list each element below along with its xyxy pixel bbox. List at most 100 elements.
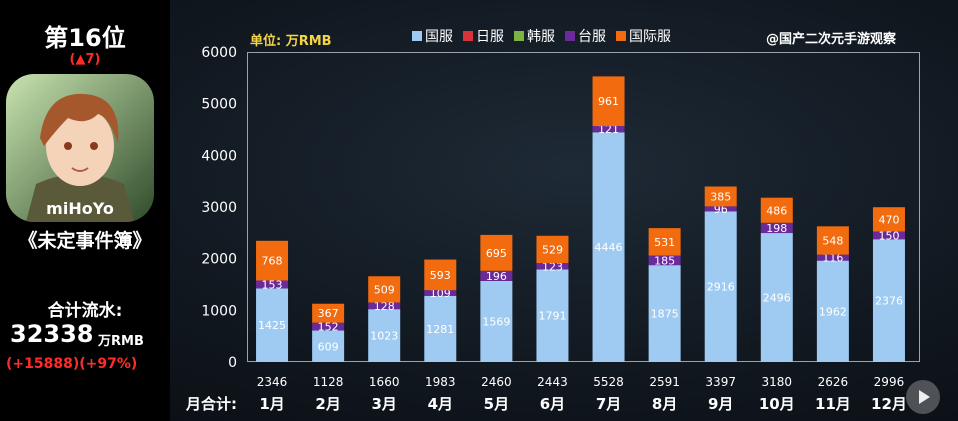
monthly-total: 1983 [425, 375, 456, 389]
legend-item-1: 日服 [463, 26, 504, 46]
bar-segment-国际服 [480, 234, 513, 271]
rank-label: 第16位 [44, 24, 126, 52]
bar-data-label: 529 [542, 243, 563, 256]
monthly-total-label: 月合计: [185, 395, 237, 413]
bar-data-label: 486 [766, 204, 787, 217]
monthly-total: 1660 [369, 375, 400, 389]
bar-data-label: 123 [542, 260, 563, 273]
bar-data-label: 548 [822, 234, 843, 247]
bar-data-label: 961 [598, 95, 619, 108]
bar-data-label: 367 [318, 307, 339, 320]
bar-segment-国服 [256, 288, 289, 362]
bar-segment-国服 [648, 265, 681, 362]
bar-data-label: 150 [878, 229, 899, 242]
y-tick-label: 6000 [201, 45, 237, 61]
legend-item-4: 国际服 [616, 26, 671, 46]
bar-data-label: 121 [598, 123, 619, 136]
bar-segment-国际服 [312, 303, 345, 323]
x-tick-label: 7月 [596, 395, 621, 413]
legend-label: 国服 [425, 29, 453, 45]
legend-item-2: 韩服 [514, 26, 555, 46]
bar-segment-国服 [424, 295, 457, 362]
bar-data-label: 531 [654, 236, 675, 249]
bar-data-label: 1569 [482, 315, 510, 328]
bar-segment-国际服 [368, 276, 401, 303]
bar-segment-国际服 [592, 76, 625, 127]
bar-data-label: 152 [318, 321, 339, 334]
bar-segment-国服 [312, 330, 345, 362]
bar-data-label: 695 [486, 247, 507, 260]
bar-data-label: 116 [822, 252, 843, 265]
legend-swatch [514, 31, 524, 41]
bar-segment-台服 [368, 302, 401, 310]
bar-data-label: 1875 [651, 308, 679, 321]
bar-segment-国服 [480, 280, 513, 362]
legend-label: 日服 [476, 29, 504, 45]
bar-data-label: 2376 [875, 295, 903, 308]
legend-label: 国际服 [629, 29, 671, 45]
bar-segment-国际服 [704, 186, 737, 207]
x-tick-label: 8月 [652, 395, 677, 413]
x-tick-label: 1月 [259, 395, 284, 413]
chart-legend: 国服 日服 韩服 台服 国际服 [412, 26, 671, 46]
bar-data-label: 128 [374, 300, 395, 313]
bar-data-label: 593 [430, 269, 451, 282]
y-tick-label: 4000 [201, 148, 237, 164]
bar-data-label: 1425 [258, 319, 286, 332]
bar-segment-台服 [480, 270, 513, 281]
y-tick-label: 3000 [201, 200, 237, 216]
bar-data-label: 768 [262, 255, 283, 268]
bar-segment-台服 [816, 254, 849, 261]
bar-segment-台服 [312, 322, 345, 331]
legend-item-0: 国服 [412, 26, 453, 46]
bar-segment-国服 [760, 233, 793, 362]
bar-segment-台服 [536, 263, 569, 270]
monthly-total: 5528 [593, 375, 624, 389]
character-portrait-icon: miHoYo [6, 74, 154, 222]
x-tick-label: 5月 [484, 395, 509, 413]
bar-data-label: 385 [710, 190, 731, 203]
monthly-total: 2460 [481, 375, 512, 389]
x-tick-label: 9月 [708, 395, 733, 413]
legend-swatch [616, 31, 626, 41]
bar-data-label: 4446 [595, 241, 623, 254]
bar-segment-台服 [256, 280, 289, 289]
bar-data-label: 470 [878, 213, 899, 226]
bar-segment-国际服 [872, 207, 905, 232]
chart-unit-label: 单位: 万RMB [250, 34, 332, 49]
bar-data-label: 1962 [819, 305, 847, 318]
bar-data-label: 196 [486, 270, 507, 283]
monthly-total: 2626 [818, 375, 849, 389]
bar-data-label: 609 [318, 340, 339, 353]
y-tick-label: 5000 [201, 97, 237, 113]
bar-data-label: 185 [654, 254, 675, 267]
x-tick-label: 12月 [871, 395, 907, 413]
x-tick-label: 6月 [540, 395, 565, 413]
bar-segment-国服 [704, 211, 737, 362]
rank-change: (▲7) [69, 52, 101, 67]
y-tick-label: 1000 [201, 303, 237, 319]
x-tick-label: 10月 [759, 395, 795, 413]
chart-frame [247, 52, 920, 362]
bar-data-label: 1791 [538, 310, 566, 323]
y-tick-label: 0 [228, 355, 237, 371]
bar-segment-台服 [592, 126, 625, 133]
bar-segment-台服 [704, 206, 737, 212]
bar-segment-国际服 [648, 228, 681, 256]
bar-data-label: 109 [430, 287, 451, 300]
monthly-total: 2996 [874, 375, 905, 389]
legend-swatch [463, 31, 473, 41]
bar-segment-国际服 [256, 240, 289, 281]
legend-item-3: 台服 [565, 26, 606, 46]
x-tick-label: 2月 [315, 395, 340, 413]
bar-segment-国服 [872, 239, 905, 362]
bar-data-label: 1281 [426, 323, 454, 336]
x-tick-label: 11月 [815, 395, 851, 413]
bar-segment-国际服 [536, 235, 569, 264]
play-icon[interactable] [906, 380, 940, 414]
bar-segment-台服 [648, 255, 681, 266]
total-revenue-label: 合计流水: [47, 301, 123, 321]
bar-segment-国际服 [424, 259, 457, 291]
legend-swatch [565, 31, 575, 41]
app-logo-text: miHoYo [46, 199, 114, 218]
